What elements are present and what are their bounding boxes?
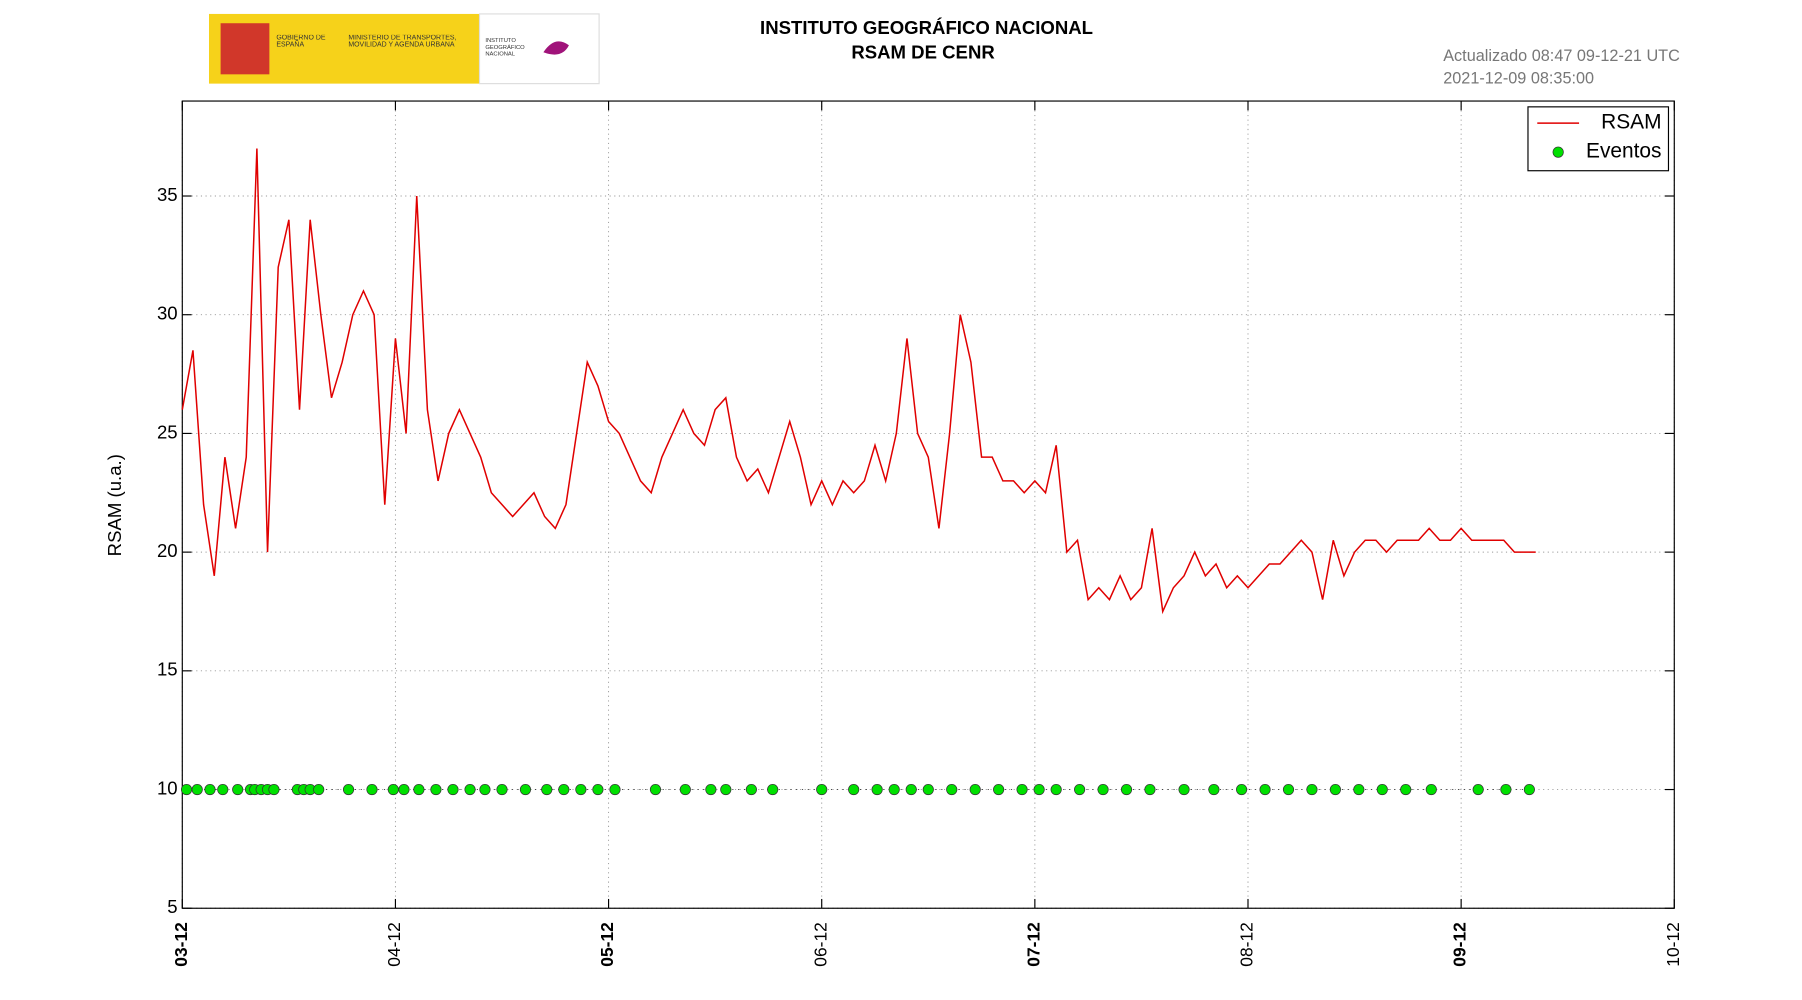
event-marker [366, 783, 378, 796]
event-marker [1400, 783, 1412, 796]
event-marker [1144, 783, 1156, 796]
event-marker [993, 783, 1005, 796]
x-tick-label: 05-12 [597, 922, 617, 967]
y-tick-label: 25 [157, 421, 178, 442]
event-marker [1050, 783, 1062, 796]
legend-box [1527, 106, 1670, 172]
event-marker [519, 783, 532, 796]
y-tick-label: 15 [157, 659, 178, 680]
event-marker [1500, 783, 1512, 796]
logo: GOBIERNO DE ESPAÑA MINISTERIO DE TRANSPO… [208, 13, 600, 85]
event-marker [1353, 783, 1365, 796]
event-marker [969, 783, 981, 796]
event-marker [398, 783, 410, 796]
logo-white [478, 13, 600, 85]
event-marker [922, 783, 934, 796]
x-tick-label: 03-12 [171, 922, 191, 967]
plot-frame [181, 100, 1675, 909]
y-tick-label: 20 [157, 540, 178, 561]
event-marker [1425, 783, 1437, 796]
legend-swatch [1552, 146, 1564, 158]
event-marker [592, 783, 604, 796]
x-tick-label: 09-12 [1450, 922, 1470, 967]
event-marker [745, 783, 757, 796]
event-marker [1016, 783, 1028, 796]
event-marker [447, 783, 459, 796]
updated: Actualizado 08:47 09-12-21 UTC [1443, 47, 1680, 65]
x-tick-label: 07-12 [1023, 922, 1043, 967]
y-tick-label: 30 [157, 303, 178, 324]
event-marker [1523, 783, 1535, 796]
event-marker [268, 783, 280, 796]
event-marker [871, 783, 883, 796]
event-marker [575, 783, 587, 796]
logo-ign-mark [543, 41, 569, 55]
event-marker [1329, 783, 1341, 796]
y-axis-label: RSAM (u.a.) [104, 454, 125, 556]
event-marker [1074, 783, 1086, 796]
x-tick-label: 10-12 [1663, 922, 1683, 967]
event-marker [905, 783, 917, 796]
logo-ign: INSTITUTO GEOGRÁFICO NACIONAL [485, 37, 525, 59]
rsam-line [181, 148, 1536, 615]
event-marker [1120, 783, 1133, 796]
event-marker [313, 783, 325, 796]
x-tick-label: 08-12 [1237, 922, 1257, 967]
event-marker [180, 783, 193, 796]
event-marker [430, 783, 442, 796]
event-marker [816, 783, 828, 796]
event-marker [1178, 783, 1190, 796]
event-marker [705, 783, 717, 796]
chart-title: INSTITUTO GEOGRÁFICO NACIONAL [760, 17, 1093, 38]
event-marker [342, 783, 355, 796]
event-marker [1236, 783, 1248, 796]
y-tick-label: 5 [167, 896, 177, 917]
timestamp: 2021-12-09 08:35:00 [1443, 69, 1594, 87]
event-marker [479, 783, 491, 796]
event-marker [848, 783, 860, 796]
event-marker [1033, 783, 1045, 796]
x-tick-label: 06-12 [810, 922, 830, 967]
event-marker [1282, 783, 1295, 796]
logo-gov: GOBIERNO DE ESPAÑA [276, 34, 326, 49]
event-marker [541, 783, 553, 796]
event-marker [387, 783, 399, 796]
event-marker [464, 783, 476, 796]
event-marker [413, 783, 425, 796]
legend-label: RSAM [1601, 111, 1661, 134]
event-marker [232, 783, 244, 796]
event-marker [609, 783, 621, 796]
event-marker [191, 783, 203, 796]
event-marker [1259, 783, 1271, 796]
x-tick-label: 04-12 [384, 922, 404, 967]
event-marker [496, 783, 508, 796]
event-marker [767, 783, 779, 796]
logo-arms [220, 23, 270, 75]
chart-subtitle: RSAM DE CENR [851, 41, 995, 62]
event-marker [649, 783, 662, 796]
event-marker [1097, 783, 1109, 796]
y-tick-label: 10 [157, 777, 178, 798]
event-marker [1472, 783, 1484, 796]
legend-label: Eventos [1586, 140, 1661, 163]
event-marker [720, 783, 732, 796]
event-marker [1376, 783, 1388, 796]
event-marker [204, 783, 216, 796]
y-tick-label: 35 [157, 184, 178, 205]
event-marker [1208, 783, 1220, 796]
event-marker [217, 783, 229, 796]
event-marker [1306, 783, 1318, 796]
event-marker [888, 783, 900, 796]
event-marker [946, 783, 958, 796]
event-marker [679, 783, 691, 796]
logo-ministry: MINISTERIO DE TRANSPORTES, MOVILIDAD Y A… [348, 34, 457, 49]
event-marker [558, 783, 570, 796]
